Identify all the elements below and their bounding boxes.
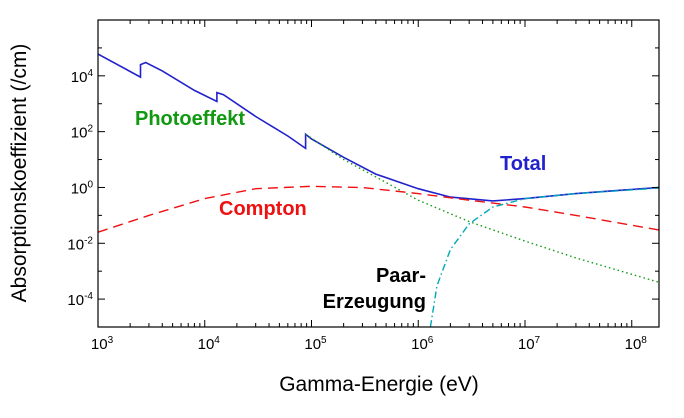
total-label: Total [500,153,546,175]
compton-label: Compton [219,198,307,220]
y-tick-label: 104 [71,68,94,86]
series-photoeffekt-line [305,133,660,283]
series-compton-line [97,185,660,233]
x-axis-title: Gamma-Energie (eV) [279,373,479,396]
series-paar-erzeugung-line [429,187,660,328]
x-tick-label: 107 [518,335,541,353]
series-total-line [97,53,660,202]
y-tick-label: 100 [71,179,94,197]
y-tick-label: 10-4 [67,291,93,309]
x-tick-label: 103 [91,335,114,353]
x-tick-label: 105 [304,335,327,353]
axis-ticks [97,20,659,328]
y-tick-label: 102 [71,124,94,142]
y-axis-title: Absorptionskoeffizient (/cm) [8,44,31,303]
y-tick-label: 10-2 [67,235,93,253]
chart-curves [97,53,660,328]
axis-tick-labels: 103 104 105 106 107 108 10-4 10-2 100 102 104 [67,68,647,353]
plot-frame [97,19,660,328]
x-tick-label: 108 [625,335,648,353]
x-tick-label: 106 [411,335,434,353]
photoeffekt-label: Photoeffekt [135,108,245,130]
paar-label-line2: Erzeugung [323,291,426,313]
paar-label-line1: Paar- [376,265,426,287]
x-tick-label: 104 [198,335,221,353]
